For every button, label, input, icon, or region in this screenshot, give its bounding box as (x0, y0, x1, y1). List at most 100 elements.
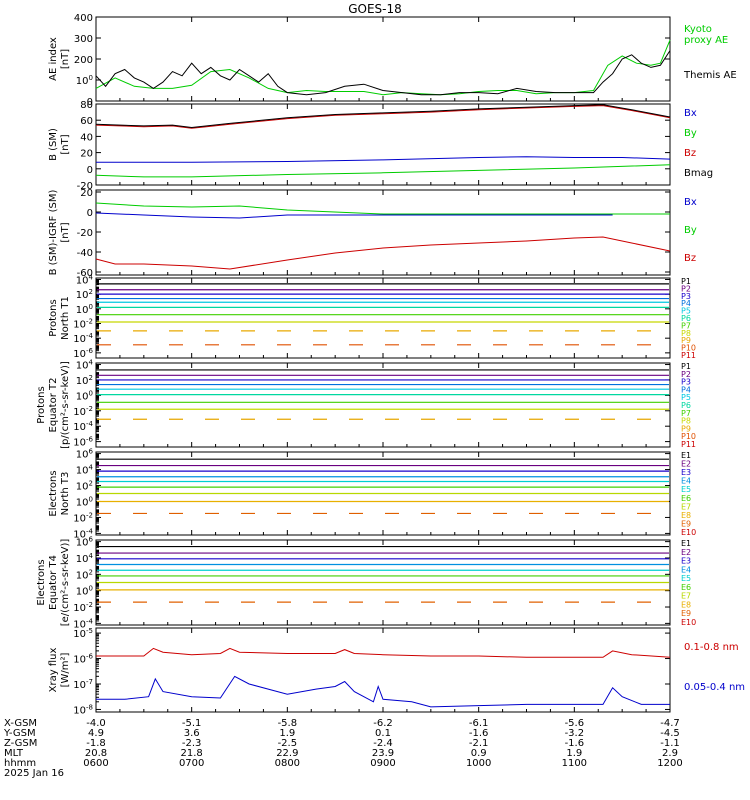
p1-ylabel: Protons (48, 299, 59, 336)
ae-legend-label: Kyoto (684, 24, 712, 35)
orbit-row-label: Y-GSM (3, 728, 36, 739)
bigrf-ytick-label: -40 (77, 248, 93, 259)
bigrf-legend-label: Bx (684, 197, 697, 208)
p2-channel-label: P2 (681, 370, 691, 379)
orbit-value: -5.1 (182, 718, 202, 729)
e2-ylabel: Equator T4 (48, 555, 59, 610)
p1-channel-label: P3 (681, 292, 691, 301)
bigrf-ylabel: B (SM)-IGRF (SM) (48, 190, 59, 276)
e2-channel-label: E5 (681, 574, 691, 583)
panel-e2: 10-4 10-2 100 102 104 106 Electrons Equator T4[… (36, 536, 696, 631)
p1-ytick-label: 102 (76, 288, 93, 301)
bsm-legend-label: By (684, 128, 697, 139)
xray-legend-label: 0.05-0.4 nm (684, 682, 745, 693)
bigrf-ytick-label: -60 (77, 268, 93, 279)
e2-channel-label: E10 (681, 618, 696, 627)
orbit-value: -2.5 (278, 738, 298, 749)
ae-ylabel: [nT] (60, 49, 71, 69)
p2-channel-label: P1 (681, 362, 691, 371)
p1-channel-label: P2 (681, 284, 691, 293)
bigrf-legend-label: By (684, 225, 697, 236)
e1-channel-label: E1 (681, 451, 691, 460)
ae-ytick-label: 200 (74, 55, 93, 66)
orbit-value: 1.9 (279, 728, 295, 739)
bsm-legend-label: Bz (684, 148, 696, 159)
panel-xray: 10-8 10-7 10-6 10-5 Xray flux [W/m²] 0.1-0.8 n… (48, 627, 745, 716)
p2-ylabel: Protons (36, 386, 47, 423)
orbit-value: 1.9 (566, 748, 582, 759)
ae-legend-label: proxy AE (684, 35, 728, 46)
p1-ytick-label: 10-6 (73, 347, 93, 360)
e2-ytick-label: 102 (76, 568, 93, 581)
orbit-value: -4.0 (86, 718, 106, 729)
time-tick-label: 1200 (657, 758, 682, 769)
time-axis-label: hhmm (4, 758, 36, 769)
e1-channel-label: E2 (681, 460, 691, 469)
bsm-legend-label: Bmag (684, 168, 713, 179)
orbit-value: -5.6 (565, 718, 585, 729)
ae-series-kyoto-proxy-ae (95, 39, 671, 96)
bsm-series-by (95, 164, 671, 178)
bigrf-series-bz (95, 236, 671, 270)
xray-ytick-label: 10-7 (73, 678, 93, 691)
e2-channel-label: E9 (681, 609, 691, 618)
ae-ytick-label: 100 (76, 74, 93, 87)
orbit-value: -1.1 (660, 738, 680, 749)
bsm-ytick-label: 40 (80, 132, 93, 143)
xray-ylabel: [W/m²] (60, 652, 71, 687)
e2-channel-label: E8 (681, 600, 691, 609)
e1-channel-label: E5 (681, 485, 691, 494)
bigrf-ytick-label: 0 (87, 208, 93, 219)
p1-channel-label: P9 (681, 336, 691, 345)
p1-channel-label: P6 (681, 314, 691, 323)
orbit-value: -1.8 (86, 738, 106, 749)
e2-ytick-label: 106 (76, 536, 94, 549)
e2-ylabel: Electrons (36, 559, 47, 605)
e2-channel-label: E1 (681, 539, 691, 548)
e2-ytick-label: 10-4 (73, 617, 93, 630)
figure-title: GOES-18 (348, 2, 402, 16)
e1-ytick-label: 10-2 (73, 511, 93, 524)
p2-channel-label: P7 (681, 409, 691, 418)
xray-series-0-1-0-8-nm (96, 647, 671, 658)
orbit-value: 2.9 (662, 748, 678, 759)
bsm-series-bmag (95, 104, 671, 129)
date-label: 2025 Jan 16 (4, 768, 64, 779)
time-tick-label: 0600 (83, 758, 108, 769)
orbit-value: 22.9 (276, 748, 298, 759)
p1-ytick-label: 10-4 (73, 332, 93, 345)
bigrf-series-bx (95, 212, 613, 219)
xray-ytick-label: 10-8 (73, 703, 93, 716)
ae-series-themis-ae (95, 50, 671, 96)
panel-bigrf: -60 -40 -20 0 20 B (SM)-IGRF (SM) [nT] Bx By Bz (48, 188, 697, 279)
e2-channel-label: E4 (681, 565, 691, 574)
p1-ylabel: North T1 (60, 296, 71, 340)
e2-channel-label: E7 (681, 592, 691, 601)
p1-ytick-label: 104 (76, 273, 94, 286)
p1-channel-label: P5 (681, 307, 691, 316)
p1-channel-label: P7 (681, 321, 691, 330)
ae-legend-label: Themis AE (683, 70, 737, 81)
ae-ytick-label: 400 (74, 13, 93, 24)
e2-ytick-label: 104 (76, 552, 94, 565)
e1-ytick-label: 100 (76, 495, 93, 508)
bigrf-ytick-label: -20 (77, 228, 93, 239)
p2-channel-label: P9 (681, 424, 691, 433)
bsm-ytick-label: 0 (87, 165, 93, 176)
orbit-value: 4.9 (88, 728, 104, 739)
time-tick-label: 1000 (466, 758, 491, 769)
e1-channel-label: E4 (681, 477, 691, 486)
e1-channel-label: E9 (681, 519, 691, 528)
bsm-ytick-label: 80 (80, 100, 93, 111)
time-tick-label: 1100 (562, 758, 587, 769)
orbit-value: 3.6 (184, 728, 200, 739)
bigrf-ylabel: [nT] (60, 222, 71, 242)
xray-ytick-label: 10-6 (73, 653, 93, 666)
orbit-value: 23.9 (372, 748, 394, 759)
e1-ytick-label: 102 (76, 480, 93, 493)
orbit-value: -5.8 (278, 718, 298, 729)
